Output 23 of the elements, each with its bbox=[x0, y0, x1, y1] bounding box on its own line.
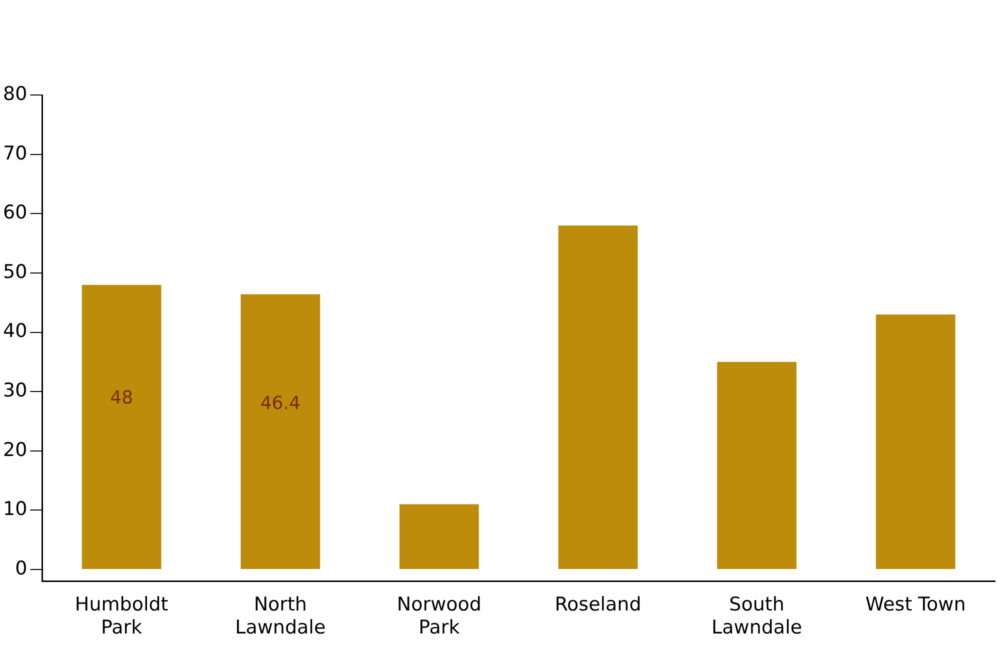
y-tick-label: 50 bbox=[2, 260, 28, 283]
x-tick-label: Roseland bbox=[554, 594, 642, 616]
y-tick-label: 70 bbox=[2, 142, 28, 164]
y-tick-label: 40 bbox=[2, 320, 28, 342]
x-tick-label: North Lawndale bbox=[235, 594, 326, 639]
x-tick-label: Norwood Park bbox=[396, 594, 482, 639]
bar bbox=[82, 284, 162, 570]
x-tick-label: West Town bbox=[865, 594, 966, 616]
x-tick-label: Humboldt Park bbox=[74, 594, 168, 639]
y-tick-label: 30 bbox=[2, 380, 28, 402]
y-tick-label: 80 bbox=[2, 82, 28, 105]
y-tick-label: 20 bbox=[2, 438, 28, 461]
bar bbox=[717, 362, 796, 570]
data-label: 46.4 bbox=[260, 393, 300, 414]
y-tick-label: 0 bbox=[15, 557, 28, 580]
bar bbox=[876, 314, 956, 570]
y-tick-label: 60 bbox=[2, 202, 28, 224]
data-label: 48 bbox=[110, 387, 134, 408]
x-tick-label: South Lawndale bbox=[712, 594, 802, 639]
bar bbox=[399, 504, 479, 570]
bar bbox=[240, 294, 320, 570]
y-tick-label: 10 bbox=[2, 498, 28, 520]
bar bbox=[558, 226, 638, 570]
